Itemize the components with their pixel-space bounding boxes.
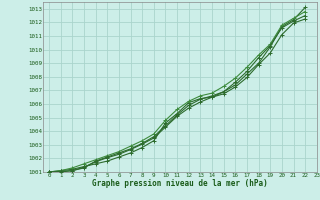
X-axis label: Graphe pression niveau de la mer (hPa): Graphe pression niveau de la mer (hPa) <box>92 179 268 188</box>
